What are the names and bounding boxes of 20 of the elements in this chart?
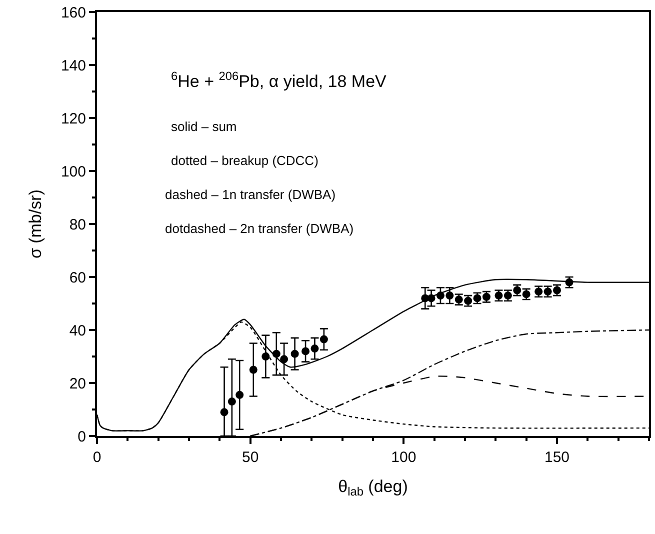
annotation: dotdashed – 2n transfer (DWBA) — [165, 221, 354, 236]
y-tick-label: 80 — [69, 216, 86, 234]
y-tick-label: 0 — [78, 428, 86, 446]
x-tick-label: 50 — [242, 449, 259, 466]
x-tick-label: 150 — [544, 449, 570, 466]
y-tick-label: 40 — [69, 322, 86, 340]
annotation: $^{6}$He + $^{206}$Pb, α yield, 18 MeV — [171, 69, 388, 92]
annotation: dotted – breakup (CDCC) — [171, 153, 318, 168]
y-axis-title: σ (mb/sr) — [26, 189, 46, 259]
y-tick-label: 160 — [60, 4, 86, 22]
y-tick-label: 120 — [60, 110, 86, 128]
x-tick-label: 0 — [92, 449, 102, 466]
annotation: dashed – 1n transfer (DWBA) — [165, 187, 336, 202]
y-tick-label: 100 — [60, 163, 86, 180]
x-axis-title: θ$_{lab}$ (deg) — [338, 476, 408, 498]
x-tick-label: 100 — [391, 449, 416, 466]
annotation: solid – sum — [171, 119, 237, 134]
y-tick-label: 140 — [60, 57, 86, 74]
y-tick-label: 20 — [69, 375, 86, 392]
y-tick-label: 60 — [69, 269, 86, 286]
